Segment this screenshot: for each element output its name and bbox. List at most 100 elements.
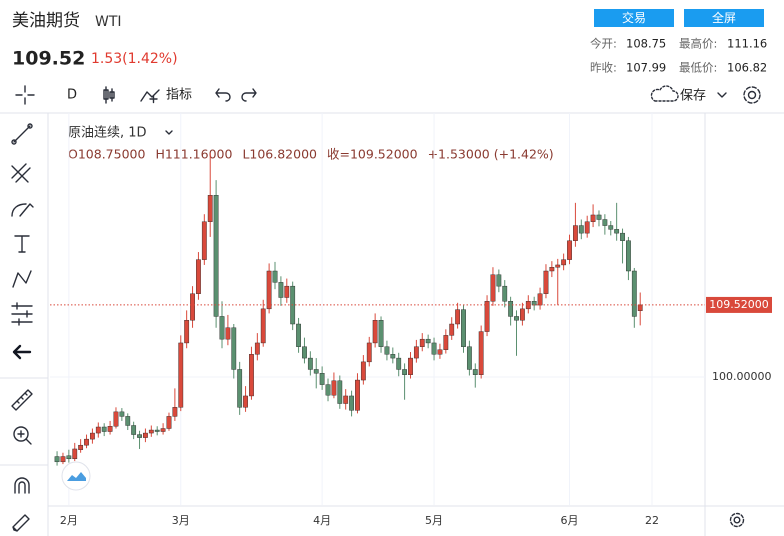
candle-body bbox=[201, 221, 207, 260]
candle-body bbox=[584, 221, 590, 234]
candle-body bbox=[484, 301, 490, 332]
legend-chevron bbox=[165, 130, 173, 135]
legend-values: O108.75000 H111.16000 L106.82000 收=109.5200… bbox=[68, 147, 554, 162]
candle-body bbox=[608, 225, 614, 230]
x-tick-label: 3月 bbox=[172, 514, 190, 527]
candle-body bbox=[249, 354, 254, 397]
candle-body bbox=[331, 380, 337, 396]
stat-label: 最高价: bbox=[679, 37, 717, 51]
candle-body bbox=[302, 346, 307, 359]
candle-body bbox=[508, 301, 514, 317]
candle-body bbox=[107, 426, 113, 432]
candle-body bbox=[555, 264, 561, 268]
last-price-label: 109.52000 bbox=[709, 298, 769, 311]
x-tick-label: 5月 bbox=[425, 514, 443, 527]
candle-body bbox=[243, 395, 248, 408]
candle-body bbox=[366, 342, 372, 363]
indicators-label: 指标 bbox=[166, 88, 192, 103]
candle-body bbox=[125, 416, 131, 426]
candle-body bbox=[396, 357, 402, 370]
candle-body bbox=[602, 219, 608, 226]
candle-body bbox=[567, 240, 572, 260]
measure-tools[interactable] bbox=[11, 389, 33, 445]
candle-body bbox=[626, 240, 631, 272]
candle-body bbox=[390, 354, 396, 359]
candle-body bbox=[461, 309, 466, 347]
candle-body bbox=[60, 456, 66, 463]
stat-label: 今开: bbox=[590, 37, 617, 51]
x-tick-label: 2月 bbox=[60, 514, 78, 527]
candle-body bbox=[402, 369, 407, 375]
candle-body bbox=[66, 455, 72, 460]
fullscreen-button[interactable]: 全屏 bbox=[684, 9, 764, 27]
button-bg bbox=[594, 9, 674, 27]
badge[interactable] bbox=[61, 461, 91, 491]
candle-body bbox=[178, 342, 184, 408]
candle-body bbox=[272, 270, 278, 283]
indicators[interactable]: 指标 bbox=[140, 88, 192, 104]
candle-body bbox=[614, 229, 620, 234]
candle-body bbox=[549, 267, 555, 272]
stat-value: 108.75 bbox=[626, 37, 666, 51]
crosshair-tool[interactable] bbox=[15, 85, 35, 105]
interval[interactable]: D bbox=[67, 88, 77, 103]
candle-body bbox=[131, 425, 137, 435]
candle-body bbox=[337, 380, 343, 404]
candle-body bbox=[172, 407, 178, 417]
candle-body bbox=[543, 270, 549, 294]
candle-body bbox=[378, 320, 384, 347]
candle-body bbox=[425, 338, 431, 344]
candle-body bbox=[143, 432, 148, 438]
candle-body bbox=[119, 411, 125, 417]
candle-body bbox=[95, 426, 101, 434]
candle-body bbox=[631, 270, 637, 317]
symbol: WTI bbox=[95, 14, 122, 30]
x-tick-label: 6月 bbox=[561, 514, 579, 527]
candle-body bbox=[78, 444, 84, 450]
y-tick-label: 100.00000 bbox=[712, 370, 772, 383]
magnet-tools[interactable] bbox=[12, 477, 30, 532]
candle-body bbox=[113, 411, 119, 427]
candle-body bbox=[160, 428, 166, 432]
candle-body bbox=[590, 214, 596, 222]
save[interactable]: 保存 bbox=[650, 85, 727, 104]
candle-body bbox=[190, 293, 195, 321]
price: 109.52 bbox=[12, 48, 85, 70]
candle-body bbox=[637, 304, 643, 311]
x-tick-label: 22 bbox=[645, 514, 659, 527]
axis-settings[interactable] bbox=[729, 512, 745, 528]
trade-button[interactable]: 交易 bbox=[594, 9, 674, 27]
candle-body bbox=[225, 327, 231, 340]
undo-redo bbox=[215, 88, 257, 102]
candle-body bbox=[561, 259, 567, 266]
drawing-tools[interactable] bbox=[11, 123, 34, 360]
candle-body bbox=[307, 357, 313, 370]
candle-body bbox=[266, 270, 272, 310]
candle-body bbox=[384, 346, 390, 355]
candle-body bbox=[237, 369, 243, 408]
candle-body bbox=[219, 316, 225, 340]
candle-body bbox=[413, 346, 419, 359]
candle-body bbox=[313, 369, 319, 374]
button-label: 全屏 bbox=[712, 10, 736, 25]
settings[interactable] bbox=[743, 86, 761, 104]
chart-type[interactable] bbox=[103, 86, 115, 104]
x-tick-label: 4月 bbox=[313, 514, 331, 527]
candle-body bbox=[496, 274, 502, 287]
candle-body bbox=[213, 195, 219, 317]
title: 美油期货 bbox=[12, 11, 80, 31]
candle-body bbox=[166, 416, 172, 429]
candle-body bbox=[84, 438, 89, 446]
candle-body bbox=[478, 331, 484, 375]
candle-body bbox=[443, 335, 449, 350]
candle-body bbox=[72, 448, 78, 460]
candle-body bbox=[101, 426, 107, 432]
change: 1.53(1.42%) bbox=[91, 51, 178, 67]
candle-body bbox=[284, 285, 290, 298]
button-label: 交易 bbox=[622, 10, 646, 25]
stat-value: 107.99 bbox=[626, 61, 666, 75]
candle-body bbox=[349, 395, 354, 411]
candle-body bbox=[260, 308, 266, 344]
